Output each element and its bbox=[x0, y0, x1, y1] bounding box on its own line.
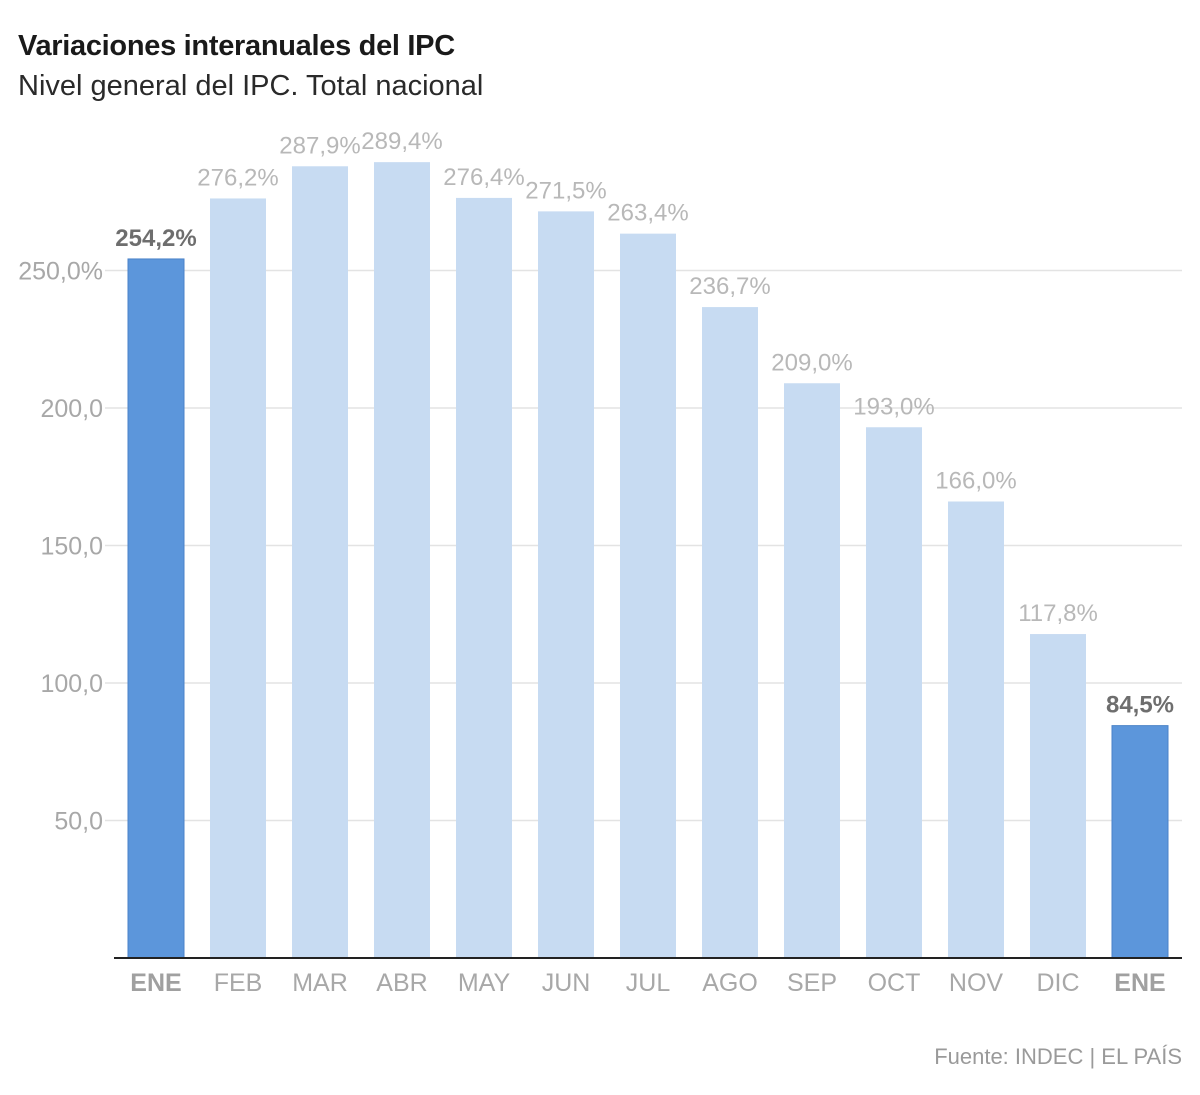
data-label: 289,4% bbox=[361, 128, 442, 155]
x-tick-label: SEP bbox=[787, 969, 837, 997]
bar bbox=[292, 166, 348, 958]
chart-title: Variaciones interanuales del IPC bbox=[18, 30, 455, 62]
x-tick-label: ABR bbox=[376, 969, 427, 997]
data-label: 263,4% bbox=[607, 200, 688, 227]
x-tick-label: JUL bbox=[626, 969, 671, 997]
x-tick-label: AGO bbox=[702, 969, 758, 997]
bar bbox=[538, 211, 594, 958]
bar bbox=[1030, 634, 1086, 958]
y-tick-label: 250,0% bbox=[18, 258, 103, 286]
data-label: 193,0% bbox=[853, 393, 934, 420]
data-label: 117,8% bbox=[1018, 600, 1098, 627]
x-tick-label: FEB bbox=[214, 969, 263, 997]
bar bbox=[948, 501, 1004, 958]
data-label: 271,5% bbox=[525, 177, 606, 204]
x-tick-label: ENE bbox=[1114, 969, 1165, 997]
x-tick-label: OCT bbox=[868, 969, 921, 997]
data-label: 254,2% bbox=[115, 225, 196, 252]
data-label: 166,0% bbox=[935, 468, 1016, 495]
bar bbox=[374, 162, 430, 958]
bar bbox=[702, 307, 758, 958]
data-label: 209,0% bbox=[771, 349, 852, 376]
bar bbox=[210, 198, 266, 958]
x-tick-label: ENE bbox=[130, 969, 181, 997]
y-tick-label: 100,0 bbox=[40, 670, 103, 698]
x-tick-label: DIC bbox=[1036, 969, 1079, 997]
bar bbox=[1111, 725, 1169, 959]
y-tick-label: 200,0 bbox=[40, 395, 103, 423]
x-tick-label: JUN bbox=[542, 969, 591, 997]
y-tick-label: 150,0 bbox=[40, 533, 103, 561]
data-label: 276,2% bbox=[197, 164, 278, 191]
bar bbox=[456, 197, 512, 958]
x-tick-label: MAR bbox=[292, 969, 348, 997]
bar bbox=[127, 258, 185, 959]
bar-chart: 50,0 100,0 150,0 200,0 250,0% 254,2% ENE 276,2%… bbox=[18, 128, 1182, 997]
chart-subtitle: Nivel general del IPC. Total nacional bbox=[18, 70, 484, 102]
data-label: 276,4% bbox=[443, 164, 524, 191]
data-label: 236,7% bbox=[689, 273, 770, 300]
data-label: 84,5% bbox=[1106, 692, 1174, 719]
x-tick-label: NOV bbox=[949, 969, 1004, 997]
bar bbox=[866, 427, 922, 958]
x-tick-label: MAY bbox=[458, 969, 511, 997]
bar bbox=[784, 383, 840, 958]
bar bbox=[620, 233, 676, 958]
data-label: 287,9% bbox=[279, 132, 360, 159]
source-note: Fuente: INDEC | EL PAÍS bbox=[934, 1044, 1182, 1069]
y-tick-label: 50,0 bbox=[54, 808, 103, 836]
